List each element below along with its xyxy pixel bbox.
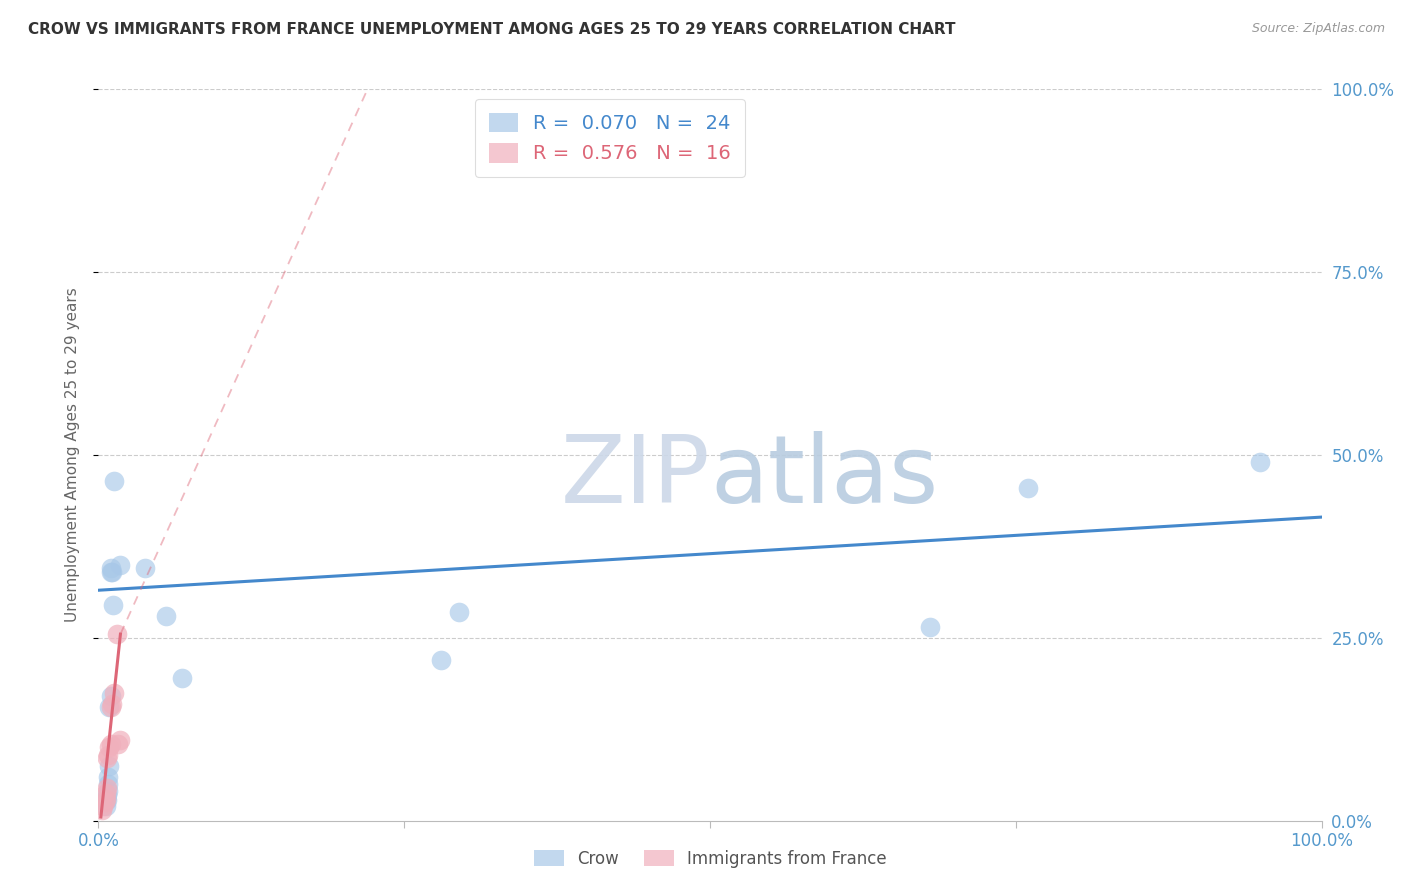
Point <box>98 758 121 772</box>
Point <box>97 747 120 762</box>
Point <box>91 799 114 814</box>
Point <box>103 686 125 700</box>
Point <box>96 793 118 807</box>
Text: atlas: atlas <box>710 431 938 523</box>
Point <box>100 700 122 714</box>
Legend: Crow, Immigrants from France: Crow, Immigrants from France <box>527 843 893 874</box>
Point <box>101 697 124 711</box>
Point <box>103 474 125 488</box>
Point <box>100 737 122 751</box>
Text: ZIP: ZIP <box>561 431 710 523</box>
Point <box>94 786 117 800</box>
Point <box>93 796 115 810</box>
Point <box>96 751 118 765</box>
Point <box>134 561 156 575</box>
Point <box>101 598 124 612</box>
Point <box>100 565 122 579</box>
Point <box>96 780 118 795</box>
Text: Source: ZipAtlas.com: Source: ZipAtlas.com <box>1251 22 1385 36</box>
Point <box>96 788 118 802</box>
Point <box>98 740 121 755</box>
Point <box>94 791 117 805</box>
Point <box>97 777 120 791</box>
Point <box>97 784 120 798</box>
Point <box>100 561 122 575</box>
Text: CROW VS IMMIGRANTS FROM FRANCE UNEMPLOYMENT AMONG AGES 25 TO 29 YEARS CORRELATIO: CROW VS IMMIGRANTS FROM FRANCE UNEMPLOYM… <box>28 22 956 37</box>
Point <box>449 605 471 619</box>
Y-axis label: Unemployment Among Ages 25 to 29 years: Unemployment Among Ages 25 to 29 years <box>65 287 80 623</box>
Point <box>170 671 193 685</box>
Point <box>100 690 122 704</box>
Point <box>101 565 124 579</box>
Point <box>110 733 132 747</box>
Point <box>920 620 942 634</box>
Point <box>94 791 117 805</box>
Point <box>91 803 114 817</box>
Point <box>94 799 117 814</box>
Point <box>155 608 177 623</box>
Point <box>1017 481 1039 495</box>
Point <box>1249 455 1271 469</box>
Point <box>110 558 132 572</box>
Point <box>98 700 121 714</box>
Point <box>97 770 120 784</box>
Point <box>105 627 128 641</box>
Point <box>430 653 453 667</box>
Point <box>107 737 129 751</box>
